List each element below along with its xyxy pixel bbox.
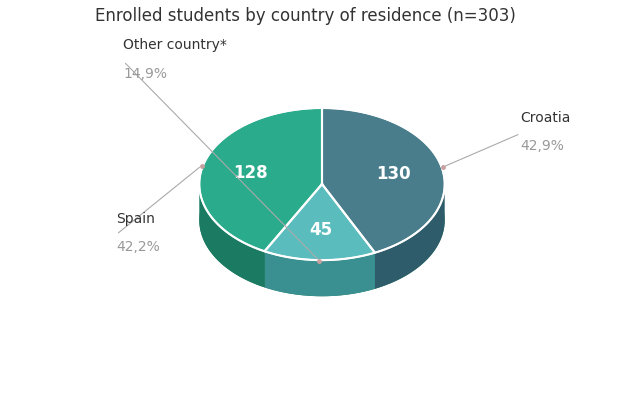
Text: Other country*: Other country*	[124, 39, 227, 52]
Polygon shape	[265, 251, 375, 296]
Polygon shape	[199, 185, 265, 287]
Polygon shape	[199, 108, 322, 251]
Polygon shape	[375, 185, 445, 289]
Polygon shape	[199, 144, 445, 296]
Text: 42,2%: 42,2%	[117, 240, 160, 254]
Text: 128: 128	[233, 164, 268, 182]
Text: 130: 130	[377, 165, 411, 183]
Text: 45: 45	[309, 221, 332, 239]
Text: Spain: Spain	[117, 212, 155, 225]
Text: 14,9%: 14,9%	[124, 67, 167, 81]
Text: 42,9%: 42,9%	[520, 139, 564, 153]
Polygon shape	[265, 184, 375, 260]
Text: Croatia: Croatia	[520, 110, 571, 125]
Polygon shape	[322, 108, 445, 253]
Text: Enrolled students by country of residence (n=303): Enrolled students by country of residenc…	[95, 7, 515, 25]
